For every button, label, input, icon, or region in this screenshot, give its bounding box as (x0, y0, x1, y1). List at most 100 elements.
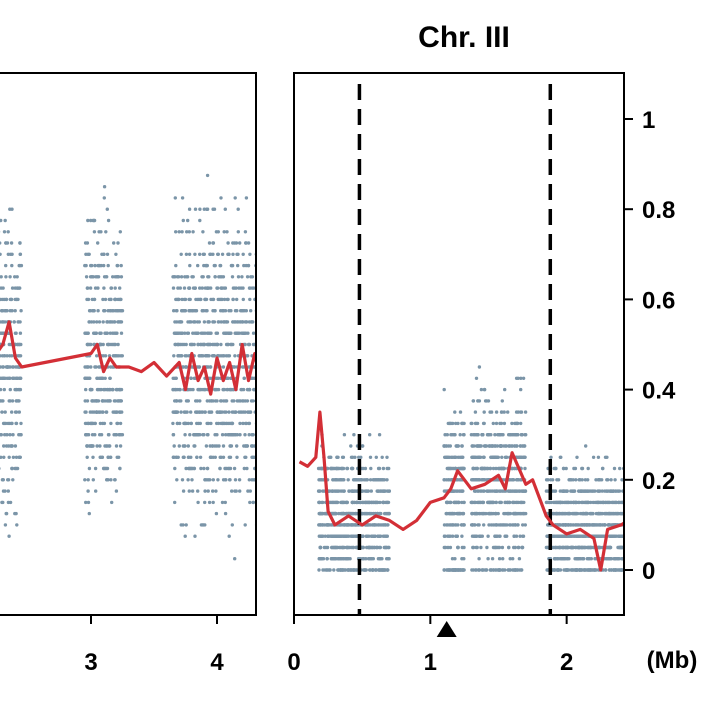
data-point (580, 557, 585, 561)
data-point (244, 241, 248, 245)
data-point (93, 263, 97, 268)
data-point (348, 557, 352, 561)
data-point (470, 523, 474, 527)
data-point (83, 410, 87, 414)
data-point (272, 467, 275, 470)
data-point (227, 252, 231, 256)
data-point (601, 466, 605, 471)
data-point (224, 433, 228, 437)
data-point (616, 500, 621, 505)
data-point (626, 501, 629, 504)
data-point (211, 207, 215, 211)
data-point (579, 568, 584, 572)
data-point (504, 455, 509, 459)
data-point (10, 286, 15, 290)
data-point (482, 387, 487, 392)
data-point (195, 455, 199, 459)
data-point (13, 444, 18, 448)
data-point (578, 511, 583, 516)
data-point (609, 489, 614, 493)
data-point (231, 252, 235, 256)
data-point (118, 410, 122, 414)
data-point (98, 455, 103, 459)
data-point (204, 444, 209, 448)
data-point (183, 433, 187, 437)
data-point (385, 534, 389, 538)
data-point (618, 545, 623, 550)
data-point (96, 275, 101, 279)
data-point (214, 387, 218, 392)
data-point (196, 421, 201, 426)
data-point (172, 444, 176, 448)
data-point (260, 456, 263, 459)
data-point (205, 309, 209, 313)
data-point (265, 332, 268, 335)
data-point (470, 500, 474, 505)
data-point (205, 331, 210, 335)
data-point (625, 512, 628, 515)
data-point (232, 466, 237, 471)
data-point (11, 365, 16, 369)
data-point (186, 331, 191, 335)
data-point (86, 433, 91, 437)
data-point (474, 376, 479, 380)
data-point (240, 275, 244, 279)
data-point (183, 275, 187, 279)
data-point (244, 263, 248, 268)
data-point (104, 410, 109, 414)
x-tick-label: 0 (287, 649, 300, 676)
data-point (522, 511, 527, 516)
data-point (270, 320, 273, 323)
data-point (552, 500, 556, 505)
data-point (566, 534, 571, 538)
data-point (245, 399, 250, 403)
data-point (260, 343, 263, 346)
data-point (486, 557, 490, 561)
data-point (89, 444, 93, 448)
data-point (455, 568, 459, 572)
data-point (350, 500, 355, 505)
data-point (178, 421, 182, 426)
data-point (601, 500, 606, 505)
data-point (566, 523, 571, 527)
data-point (265, 456, 268, 459)
data-point (268, 196, 271, 199)
data-point (239, 331, 244, 335)
data-point (490, 455, 495, 459)
data-point (261, 264, 264, 267)
data-point (491, 511, 496, 516)
data-point (102, 263, 106, 268)
data-point (222, 387, 227, 392)
data-point (597, 511, 601, 516)
data-point (243, 433, 247, 437)
data-point (384, 523, 388, 527)
data-point (477, 523, 481, 527)
data-point (507, 511, 511, 516)
data-point (103, 297, 108, 302)
data-point (453, 557, 457, 561)
data-point (193, 252, 197, 256)
data-point (246, 489, 250, 493)
data-point (476, 433, 480, 437)
data-point (367, 534, 371, 538)
data-point (385, 489, 390, 493)
data-point (187, 387, 191, 392)
data-point (107, 387, 112, 392)
data-point (450, 534, 455, 538)
data-point (583, 500, 588, 505)
y-tick-label: 0.4 (642, 378, 676, 405)
data-point (479, 511, 484, 516)
data-point (444, 478, 449, 482)
data-point (8, 387, 12, 392)
data-point (264, 332, 267, 335)
data-point (235, 252, 239, 256)
data-point (495, 489, 499, 493)
data-point (341, 489, 345, 493)
data-point (352, 489, 356, 493)
data-point (563, 511, 567, 516)
data-point (553, 557, 557, 561)
data-point (258, 535, 261, 538)
data-point (111, 342, 115, 347)
data-point (367, 511, 372, 516)
data-point (102, 252, 106, 256)
